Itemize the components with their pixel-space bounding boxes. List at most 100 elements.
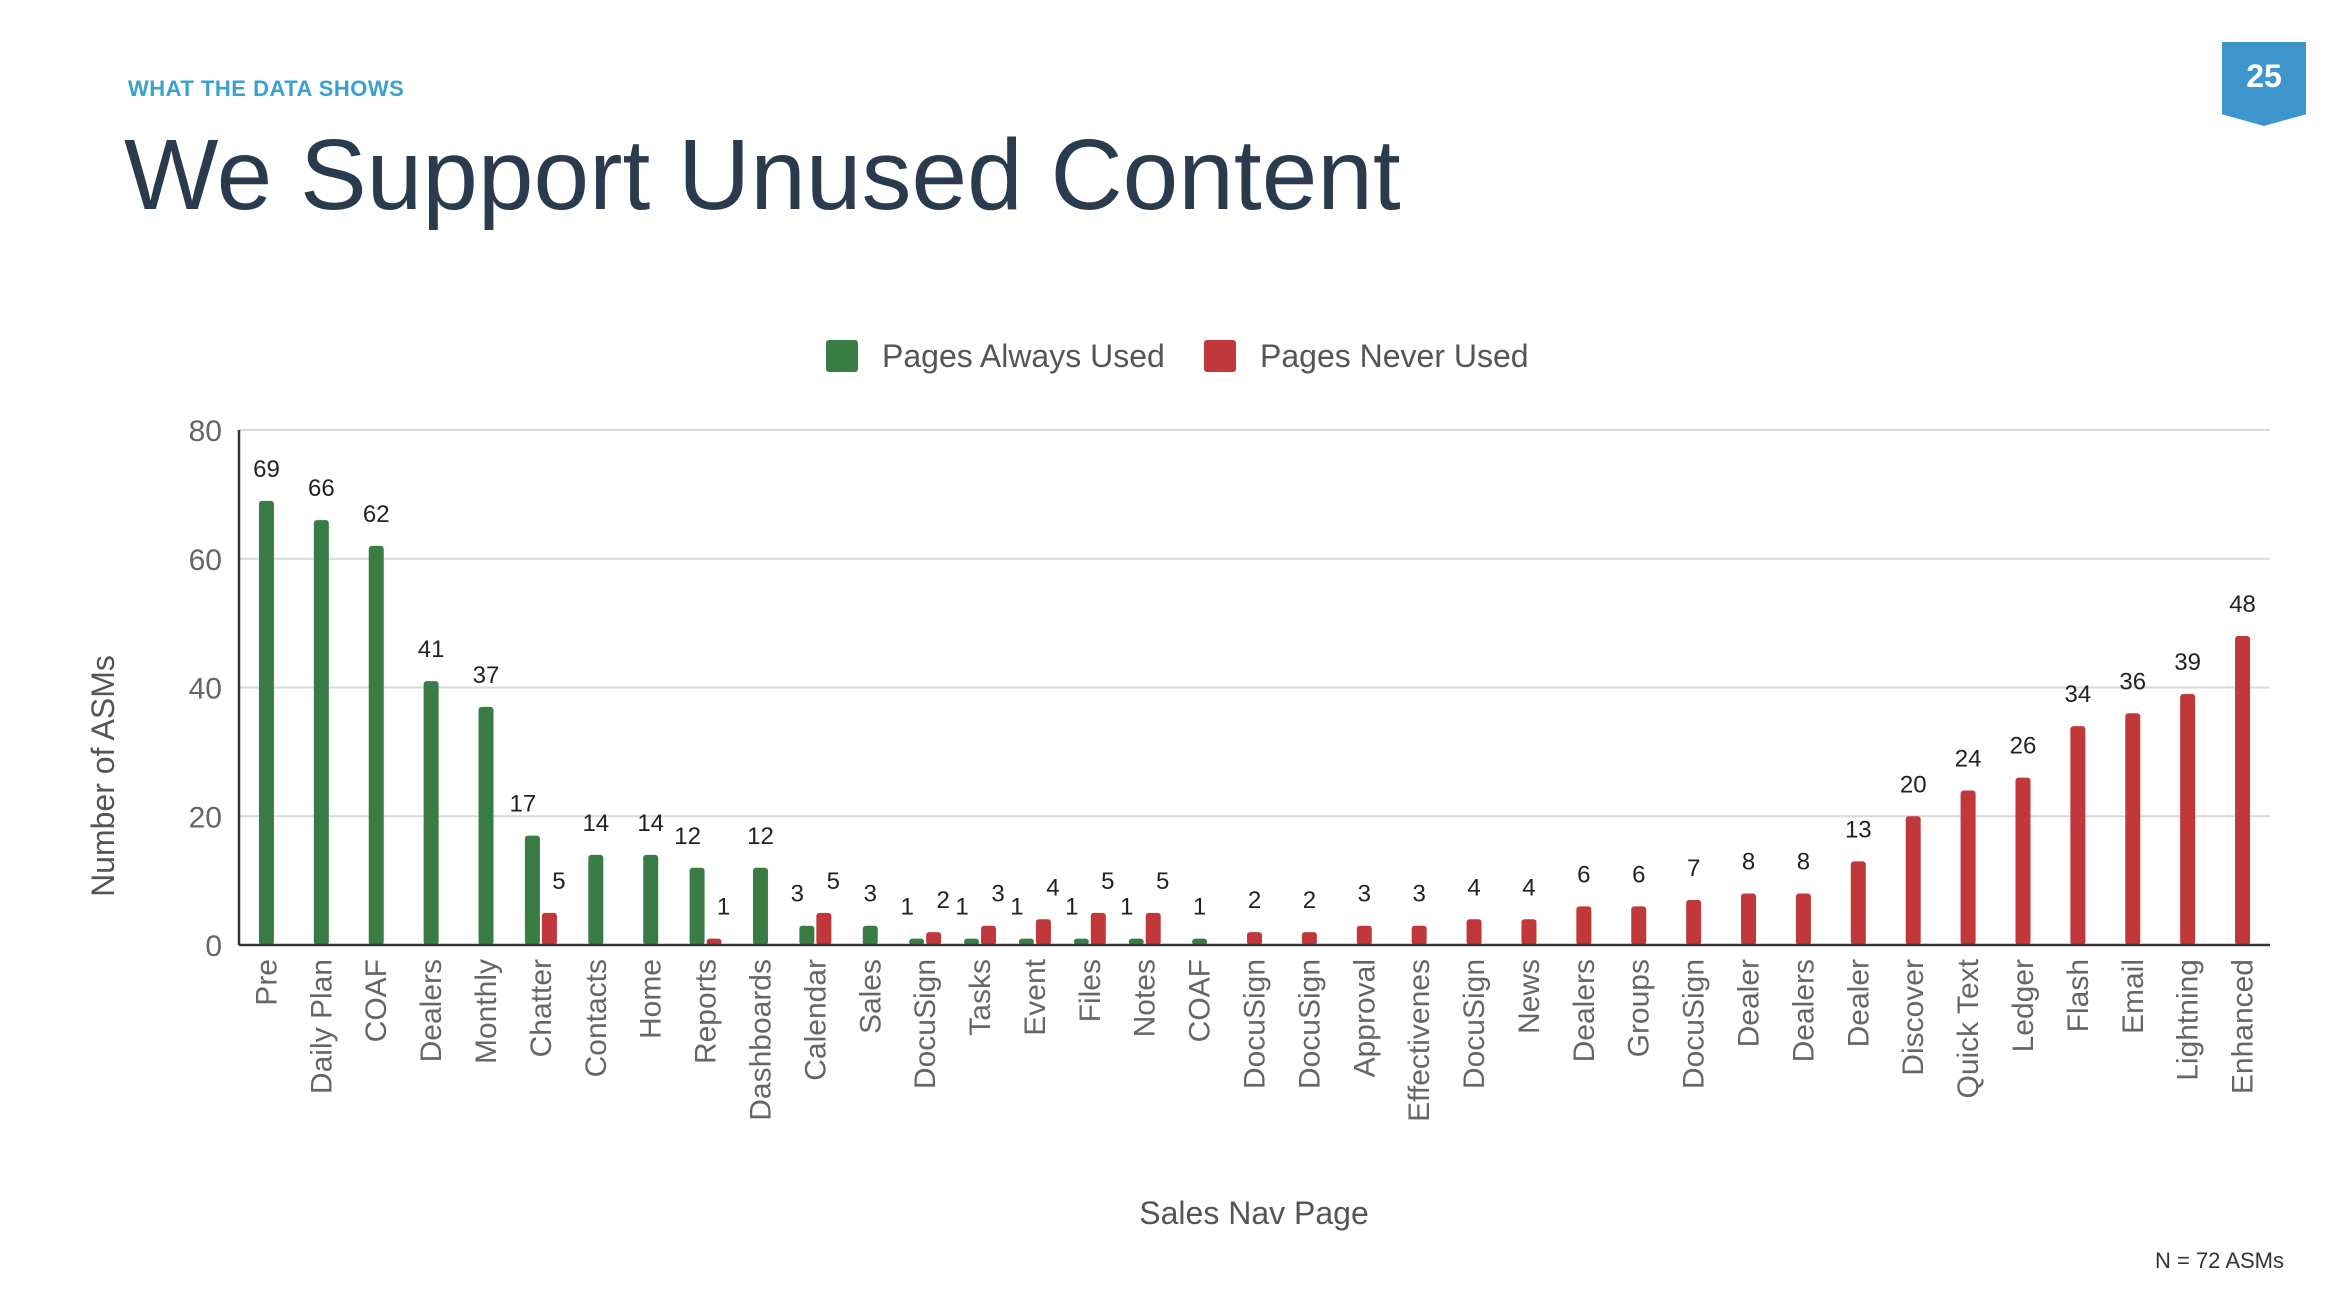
data-label: 6 [1577,861,1590,888]
bar-never-used [1795,893,1811,945]
x-tick-label: Dashboards [744,959,777,1121]
x-tick-label: DocuSign [1239,959,1272,1089]
bar-never-used [2125,713,2141,945]
data-label: 37 [473,662,500,689]
bar-always-used [478,706,494,945]
bar-always-used [1018,938,1034,945]
data-label: 4 [1467,874,1480,901]
x-tick-label: Files [1074,959,1107,1022]
data-label: 12 [747,823,774,850]
data-label: 5 [827,868,840,895]
bar-always-used [368,545,384,945]
data-label: 1 [1010,894,1023,921]
data-label: 3 [864,881,877,908]
bar-never-used [816,912,832,945]
bar-never-used [1741,893,1757,945]
x-tick-label: Event [1019,958,1052,1035]
bar-never-used [2180,693,2196,945]
data-label: 3 [991,881,1004,908]
bar-never-used [1576,906,1592,945]
x-tick-label: News [1513,959,1546,1034]
data-label: 36 [2119,668,2146,695]
bar-never-used [1466,919,1482,945]
bar-never-used [541,912,557,945]
bar-always-used [588,854,604,945]
x-tick-label: Calendar [799,959,832,1081]
y-axis-ticks: 0 20 40 60 80 [189,415,222,963]
x-tick-label: DocuSign [1293,959,1326,1089]
bar-never-used [1035,919,1051,945]
x-tick-label: Monthly [470,959,503,1064]
x-tick-label: Dealers [1568,959,1601,1062]
bar-never-used [1521,919,1537,945]
chart-grid [239,429,2270,818]
x-tick-label: Email [2117,959,2150,1034]
x-tick-label: Groups [1623,959,1656,1057]
legend-swatch-never-used [1204,340,1236,372]
data-label: 17 [510,791,537,818]
x-tick-label: Dealers [1787,959,1820,1062]
data-label: 1 [1193,894,1206,921]
data-label: 12 [674,823,701,850]
x-tick-label: Notes [1129,959,1162,1037]
data-label: 4 [1522,874,1535,901]
bar-never-used [1850,861,1866,945]
x-tick-label: COAF [360,959,393,1042]
x-tick-label: Effectivenes [1403,959,1436,1122]
x-tick-label: Enhanced [2227,959,2260,1094]
page-title: We Support Unused Content [124,119,1401,231]
x-tick-label: Dealers [415,959,448,1062]
y-tick-label: 60 [189,544,222,577]
data-label: 4 [1046,874,1059,901]
x-tick-label: Dealer [1842,959,1875,1047]
data-label: 6 [1632,861,1645,888]
x-axis-label: Sales Nav Page [1139,1195,1368,1231]
legend-swatch-always-used [826,340,858,372]
x-tick-label: Pre [250,959,283,1006]
chart-legend: Pages Always Used Pages Never Used [826,338,1529,374]
bar-always-used [423,681,439,945]
bar-always-used [752,867,768,945]
x-tick-label: Flash [2062,959,2095,1032]
bar-never-used [1960,790,1976,945]
x-tick-label: Tasks [964,959,997,1036]
x-tick-label: Ledger [2007,959,2040,1052]
data-label: 5 [1101,868,1114,895]
page-number-badge: 25 [2222,42,2306,126]
bar-always-used [1128,938,1144,945]
bar-always-used [313,520,329,945]
data-label: 2 [1303,887,1316,914]
data-label: 5 [1156,868,1169,895]
y-tick-label: 20 [189,801,222,834]
legend-label: Pages Always Used [882,338,1165,374]
bar-always-used [258,500,274,945]
bar-never-used [926,932,942,945]
section-eyebrow: WHAT THE DATA SHOWS [128,76,405,101]
bar-never-used [1905,816,1921,945]
x-axis-ticks: Pre Daily Plan COAF Dealers Monthly Chatter Co… [250,958,2259,1122]
sample-size-note: N = 72 ASMs [2154,1248,2284,1273]
bar-never-used [2070,726,2086,945]
data-label: 48 [2229,591,2256,618]
page-number: 25 [2246,58,2282,94]
data-label: 8 [1742,849,1755,876]
x-tick-label: Reports [690,959,723,1064]
x-tick-label: Dealer [1733,959,1766,1047]
bar-never-used [2235,636,2251,945]
data-label: 1 [900,894,913,921]
data-label: 3 [1358,881,1371,908]
data-label: 1 [955,894,968,921]
data-label: 14 [637,810,664,837]
bar-never-used [1247,932,1262,945]
data-label: 66 [308,475,335,502]
x-tick-label: Contacts [580,959,613,1077]
data-label: 3 [791,881,804,908]
bar-never-used [1356,925,1372,945]
data-label: 1 [717,894,730,921]
bar-always-used [909,938,925,945]
bar-always-used [689,867,705,945]
bar-always-used [1073,938,1089,945]
bar-never-used [1686,899,1702,945]
